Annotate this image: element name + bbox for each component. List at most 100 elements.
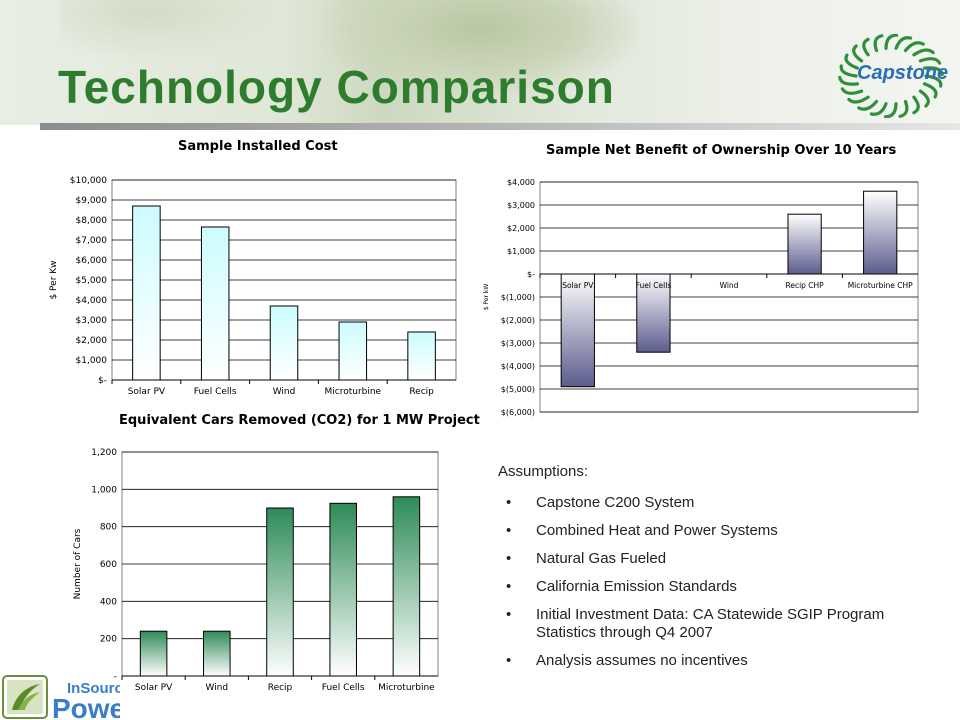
turbine-ray <box>844 53 859 70</box>
x-tick-label: Solar PV <box>128 387 166 397</box>
insource-power-logo: InSource Power <box>2 675 120 720</box>
y-tick-label: 1,000 <box>91 485 117 495</box>
assumption-item: • Capstone C200 System <box>506 494 695 511</box>
bar-microturbine <box>392 496 421 677</box>
bar-solar-pv <box>560 273 595 388</box>
x-tick-label: Wind <box>273 387 296 397</box>
assumption-item: • Analysis assumes no incentives <box>506 652 748 669</box>
bar-wind <box>203 630 231 677</box>
y-tick-label: $(4,000) <box>501 362 535 371</box>
chart-net-benefit: $(6,000) $(5,000) $(4,000) $(3,000) $(2,000)… <box>483 178 919 417</box>
y-tick-label: $- <box>98 376 107 386</box>
turbine-ray <box>918 57 942 65</box>
turbine-ray <box>918 89 930 108</box>
y-tick-label: $2,000 <box>507 224 535 233</box>
x-tick-label: Fuel Cells <box>322 683 365 693</box>
x-tick-label: Fuel Cells <box>194 387 237 397</box>
turbine-ray <box>840 87 864 95</box>
leaf-background-center <box>320 0 640 95</box>
assumption-item: • Combined Heat and Power Systems <box>506 522 778 539</box>
turbine-ray <box>903 41 925 53</box>
y-axis-label: $ Per Kw <box>49 260 59 299</box>
y-tick-label: $(2,000) <box>501 316 535 325</box>
turbine-ray <box>924 74 943 88</box>
leaf-background-left <box>60 0 280 60</box>
bullet-icon: • <box>506 494 512 511</box>
y-tick-label: $4,000 <box>507 178 535 187</box>
x-tick-label: Wind <box>205 683 228 693</box>
y-tick-label: $2,000 <box>76 336 108 346</box>
x-tick-label: Recip <box>268 683 293 693</box>
x-tick-label: Solar PV <box>562 281 594 290</box>
y-axis-label: Number of Cars <box>73 528 83 599</box>
turbine-ray <box>862 37 870 57</box>
bar-recip-chp <box>787 213 822 275</box>
bar-fuel-cells <box>200 226 230 381</box>
capstone-logo <box>838 34 944 118</box>
turbine-ray <box>894 36 913 50</box>
turbine-ray <box>923 82 938 99</box>
y-tick-label: $10,000 <box>70 176 107 186</box>
turbine-ray <box>873 34 884 53</box>
y-tick-label: - <box>114 672 117 682</box>
bullet-icon: • <box>506 522 512 539</box>
chart-cars-removed-title: Equivalent Cars Removed (CO2) for 1 MW P… <box>119 413 480 428</box>
turbine-ray <box>898 99 909 118</box>
power-text: Power <box>52 693 120 720</box>
y-tick-label: $(5,000) <box>501 385 535 394</box>
y-axis-label: $ Per kW <box>483 284 490 311</box>
x-tick-label: Microturbine CHP <box>848 281 913 290</box>
y-tick-label: $3,000 <box>76 316 108 326</box>
turbine-ray <box>884 34 899 50</box>
bar-solar-pv <box>139 630 168 677</box>
y-tick-label: 1,200 <box>91 448 117 458</box>
bar-fuel-cells <box>636 273 671 353</box>
x-tick-label: Recip CHP <box>785 281 824 290</box>
bar-solar-pv <box>132 205 161 381</box>
turbine-ray <box>839 64 858 78</box>
turbine-ray <box>852 44 864 63</box>
y-tick-label: $9,000 <box>76 196 108 206</box>
bar-recip <box>407 331 436 381</box>
chart-net-benefit-title: Sample Net Benefit of Ownership Over 10 … <box>546 143 897 158</box>
y-tick-label: $(1,000) <box>501 293 535 302</box>
bullet-icon: • <box>506 606 512 623</box>
y-tick-label: $(6,000) <box>501 408 535 417</box>
y-tick-label: $1,000 <box>76 356 108 366</box>
bar-recip <box>266 507 294 677</box>
bullet-icon: • <box>506 578 512 595</box>
assumption-item: • Natural Gas Fueled <box>506 550 667 567</box>
chart-installed-cost-title: Sample Installed Cost <box>178 139 338 154</box>
y-tick-label: $6,000 <box>76 256 108 266</box>
y-tick-label: 400 <box>100 597 117 607</box>
y-tick-label: $5,000 <box>76 276 108 286</box>
y-tick-label: 200 <box>100 635 117 645</box>
y-tick-label: $1,000 <box>507 247 535 256</box>
y-tick-label: $7,000 <box>76 236 108 246</box>
bar-microturbine <box>338 321 368 381</box>
turbine-ray <box>847 95 870 104</box>
x-tick-label: Recip <box>409 387 434 397</box>
x-tick-label: Fuel Cells <box>636 281 672 290</box>
header-banner <box>0 0 960 125</box>
bullet-icon: • <box>506 652 512 669</box>
turbine-ray <box>923 66 944 77</box>
turbine-ray <box>912 95 920 115</box>
chart-installed-cost: $- $1,000 $2,000 $3,000 $4,000 $5,000 $6,000 $7… <box>49 176 457 397</box>
turbine-ray <box>912 48 935 57</box>
assumption-item: • California Emission Standards <box>506 578 737 595</box>
chart-cars-removed: - 200 400 600 800 1,000 1,200 Number of Cars Sol… <box>73 448 439 693</box>
assumptions-heading: Assumptions: <box>498 463 589 480</box>
bar-wind <box>269 305 299 381</box>
x-tick-label: Wind <box>720 281 739 290</box>
turbine-ray <box>869 102 888 116</box>
y-tick-label: $- <box>527 270 535 279</box>
turbine-ray <box>857 99 879 111</box>
capstone-logo-text: Capstone <box>857 62 949 84</box>
bullet-icon: • <box>506 550 512 567</box>
turbine-rays-icon <box>838 34 944 118</box>
y-tick-label: $8,000 <box>76 216 108 226</box>
x-tick-label: Microturbine <box>378 683 435 693</box>
y-tick-label: $4,000 <box>76 296 108 306</box>
insource-text: InSource <box>67 680 120 697</box>
